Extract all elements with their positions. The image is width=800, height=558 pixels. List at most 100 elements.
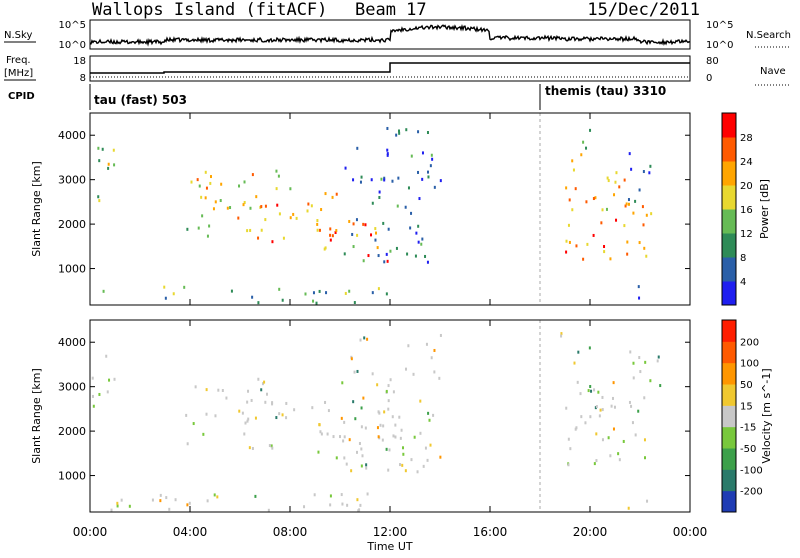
echo-cell <box>609 454 612 458</box>
colorbar-tick-label: 200 <box>740 337 759 348</box>
echo-cell <box>260 228 263 232</box>
echo-cell <box>244 421 247 425</box>
nave-tick-bottom: 0 <box>706 73 712 84</box>
echo-cell <box>267 508 270 512</box>
echo-cell <box>198 184 201 188</box>
echo-cell <box>241 411 244 415</box>
noise-tick-bottom-left: 10^0 <box>59 40 86 51</box>
echo-cell <box>264 218 267 222</box>
echo-cell <box>378 190 381 194</box>
echo-cell <box>419 399 422 403</box>
echo-cell <box>293 408 296 412</box>
echo-cell <box>613 405 616 409</box>
echo-cell <box>601 408 604 412</box>
echo-cell <box>329 233 332 237</box>
echo-cell <box>646 499 649 503</box>
echo-cell <box>310 204 313 208</box>
echo-cell <box>427 175 430 179</box>
x-tick-label: 08:00 <box>273 525 308 539</box>
echo-cell <box>644 360 647 364</box>
echo-cell <box>192 422 195 426</box>
echo-cell <box>632 361 635 365</box>
echo-cell <box>326 432 329 436</box>
echo-cell <box>565 239 568 243</box>
echo-cell <box>329 494 332 498</box>
nave-tick-top: 80 <box>706 56 719 67</box>
echo-cell <box>289 187 292 191</box>
echo-cell <box>251 447 254 451</box>
echo-cell <box>429 443 432 447</box>
echo-cell <box>238 409 241 413</box>
echo-cell <box>348 289 351 293</box>
echo-cell <box>410 154 413 158</box>
colorbar-tick-label: 24 <box>740 157 753 168</box>
echo-cell <box>391 179 394 183</box>
echo-cell <box>606 176 609 180</box>
colorbar-frame <box>721 112 737 306</box>
echo-cell <box>422 464 425 468</box>
echo-cell <box>311 406 314 410</box>
y-tick-label: 3000 <box>58 174 86 187</box>
echo-cell <box>383 176 386 180</box>
echo-cell <box>386 152 389 156</box>
echo-cell <box>406 252 409 256</box>
echo-cell <box>355 218 358 222</box>
echo-cell <box>352 178 355 182</box>
echo-cell <box>260 205 263 209</box>
echo-cell <box>560 332 563 336</box>
echo-cell <box>569 447 572 451</box>
echo-cell <box>205 412 208 416</box>
echo-cell <box>214 414 217 418</box>
echo-cell <box>400 428 403 432</box>
echo-cell <box>421 237 424 241</box>
echo-cell <box>649 379 652 383</box>
colorbar-tick-label: 15 <box>740 401 753 412</box>
colorbar-tick-label: -15 <box>740 423 756 434</box>
echo-cell <box>257 236 260 240</box>
echo-cell <box>385 447 388 451</box>
colorbar-tick-label: 4 <box>740 277 746 288</box>
echo-cell <box>574 427 577 431</box>
echo-cell <box>209 175 212 179</box>
echo-cell <box>424 446 427 450</box>
echo-cell <box>254 416 257 420</box>
colorbar-segment <box>722 137 736 162</box>
echo-cell <box>428 418 431 422</box>
echo-cell <box>257 377 260 381</box>
noise-tick-bottom-right: 10^0 <box>706 40 733 51</box>
echo-cell <box>341 381 344 385</box>
colorbar-tick-label: 20 <box>740 181 753 192</box>
echo-cell <box>439 333 442 337</box>
echo-cell <box>387 384 390 388</box>
echo-cell <box>401 463 404 467</box>
echo-cell <box>595 432 598 436</box>
echo-cell <box>585 146 588 150</box>
echo-cell <box>306 209 309 213</box>
echo-cell <box>352 222 355 226</box>
power-frame <box>89 112 691 306</box>
echo-cell <box>329 238 332 242</box>
echo-cell <box>405 367 408 371</box>
noise-tick-top-left: 10^5 <box>59 20 86 31</box>
colorbar-segment <box>722 362 736 385</box>
echo-cell <box>251 295 254 299</box>
echo-cell <box>359 338 362 342</box>
echo-cell <box>402 452 405 456</box>
x-tick-label: 20:00 <box>573 525 608 539</box>
echo-cell <box>389 249 392 253</box>
echo-cell <box>242 203 245 207</box>
echo-cell <box>571 159 574 163</box>
echo-cell <box>186 442 189 446</box>
power-colorbar: 4 8 12 16 20 24 28 <box>721 112 753 306</box>
echo-cell <box>350 469 353 473</box>
echo-cell <box>409 226 412 230</box>
echo-cell <box>318 289 321 293</box>
echo-cell <box>638 356 641 360</box>
echo-cell <box>420 242 423 246</box>
echo-cell <box>312 291 315 295</box>
echo-cell <box>108 378 111 382</box>
echo-cell <box>365 466 368 470</box>
echo-cell <box>382 424 385 428</box>
echo-cell <box>159 499 162 503</box>
power-colorbar-label: Power [dB] <box>758 179 771 239</box>
